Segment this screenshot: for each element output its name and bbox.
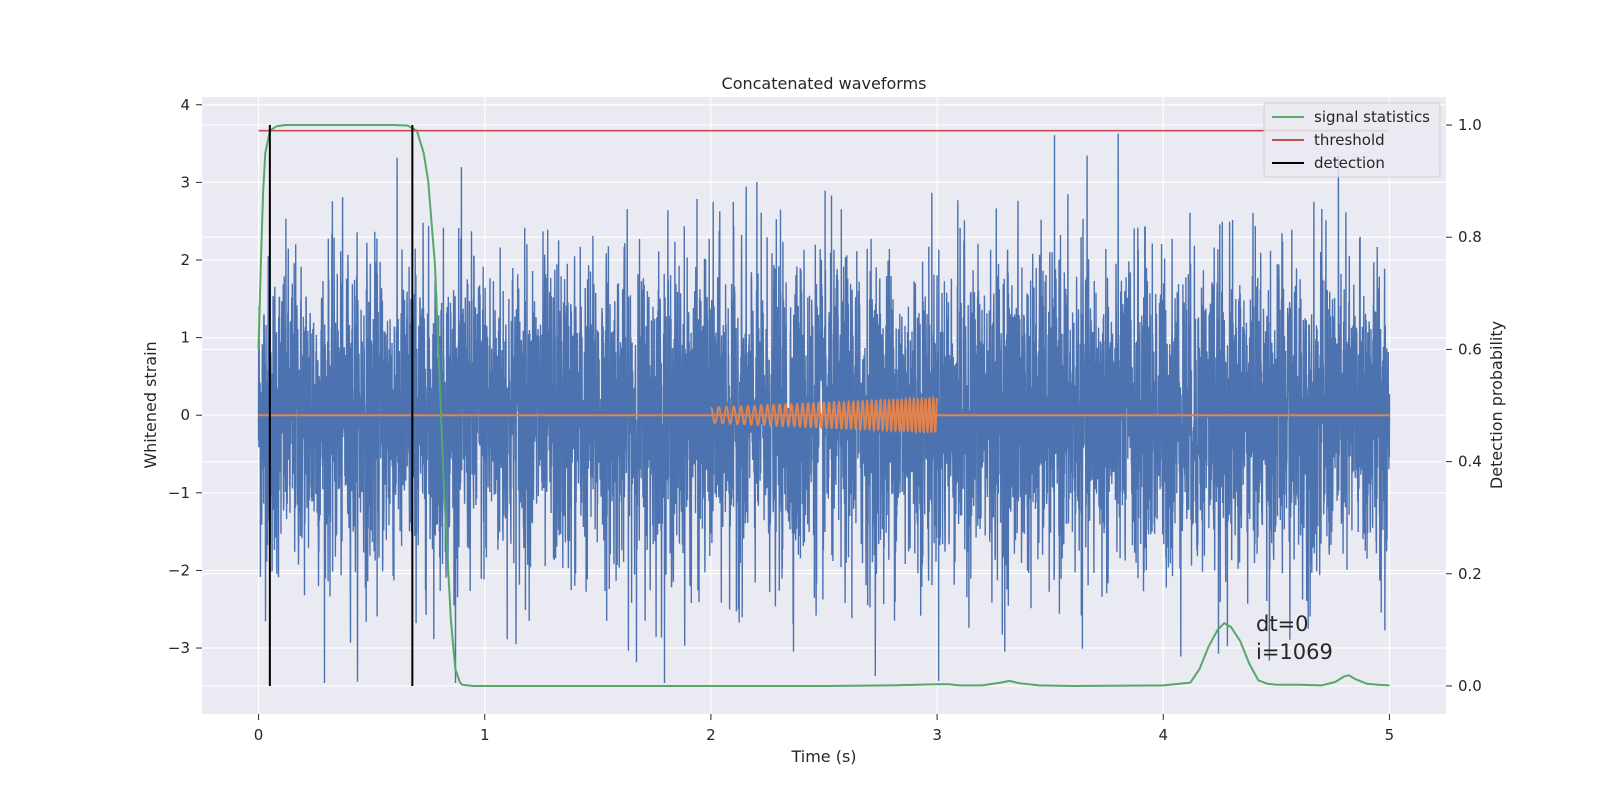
injected-signal-chirp — [710, 395, 938, 436]
series-layer — [257, 124, 1390, 687]
ticks-layer: 0 1 2 3 4 5 −3 −2 −1 0 1 2 3 4 0.0 0.2 0.4 0.6 0.8 1.0 — [168, 96, 1482, 744]
y-axis-label-right: Detection probability — [1487, 321, 1506, 489]
x-tick-label: 0 — [254, 726, 264, 744]
y-tick-label-left: 3 — [180, 173, 190, 191]
y-tick-label-left: −1 — [168, 484, 190, 502]
signal-statistics-line — [257, 124, 1390, 687]
y-tick-label-right: 0.4 — [1458, 453, 1482, 471]
x-axis-label: Time (s) — [790, 747, 856, 766]
x-tick-label: 5 — [1385, 726, 1395, 744]
y-tick-label-left: 0 — [180, 406, 190, 424]
y-tick-label-left: −2 — [168, 561, 190, 579]
legend: signal statistics threshold detection — [1263, 102, 1441, 178]
y-tick-label-right: 0.0 — [1458, 677, 1482, 695]
legend-label-detection: detection — [1314, 154, 1385, 172]
legend-label-signal-statistics: signal statistics — [1314, 108, 1430, 126]
noise-layer — [257, 133, 1391, 684]
x-tick-label: 3 — [932, 726, 942, 744]
noise-series-line — [257, 133, 1391, 684]
y-tick-label-right: 0.6 — [1458, 340, 1482, 358]
x-tick-label: 4 — [1158, 726, 1168, 744]
annotation-index: i=1069 — [1256, 640, 1333, 664]
legend-label-threshold: threshold — [1314, 131, 1385, 149]
y-tick-label-left: −3 — [168, 639, 190, 657]
y-tick-label-right: 0.2 — [1458, 565, 1482, 583]
y-axis-label-left: Whitened strain — [141, 341, 160, 468]
x-tick-label: 2 — [706, 726, 716, 744]
y-tick-label-left: 1 — [180, 329, 190, 347]
legend-box — [1263, 102, 1441, 178]
y-tick-label-right: 0.8 — [1458, 228, 1482, 246]
annotation-dt: dt=0 — [1256, 612, 1309, 636]
x-tick-label: 1 — [480, 726, 490, 744]
chart-title: Concatenated waveforms — [722, 74, 927, 93]
y-tick-label-left: 4 — [180, 96, 190, 114]
y-tick-label-right: 1.0 — [1458, 116, 1482, 134]
y-tick-label-left: 2 — [180, 251, 190, 269]
